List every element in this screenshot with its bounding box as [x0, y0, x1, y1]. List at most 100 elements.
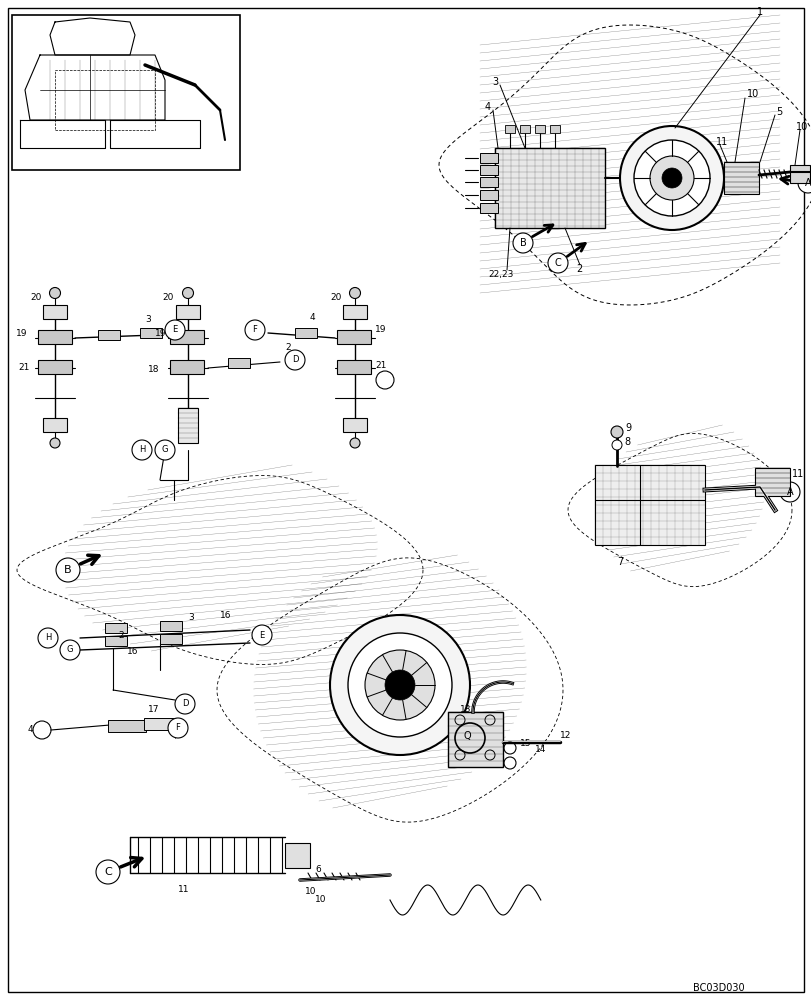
Text: 12: 12	[560, 730, 571, 739]
Text: 11: 11	[178, 886, 189, 894]
Text: G: G	[161, 446, 168, 454]
Bar	[98, 330, 120, 340]
Bar	[789, 165, 809, 183]
Bar	[754, 468, 789, 496]
Circle shape	[155, 440, 175, 460]
Text: D: D	[291, 356, 298, 364]
Bar	[549, 125, 560, 133]
Circle shape	[49, 288, 61, 298]
Text: 2: 2	[118, 630, 123, 640]
Text: BC03D030: BC03D030	[692, 983, 744, 993]
Text: 15: 15	[519, 739, 531, 748]
Bar	[723, 162, 758, 194]
Text: 10: 10	[305, 888, 316, 896]
Text: 2: 2	[285, 344, 290, 353]
Bar	[160, 634, 182, 644]
Circle shape	[365, 650, 435, 720]
Text: 3: 3	[145, 316, 151, 324]
Text: 20: 20	[30, 294, 41, 302]
Text: 10: 10	[795, 122, 807, 132]
Circle shape	[620, 126, 723, 230]
Circle shape	[245, 320, 264, 340]
Bar	[169, 330, 204, 344]
Circle shape	[56, 558, 80, 582]
Circle shape	[610, 426, 622, 438]
Text: 21: 21	[18, 363, 29, 372]
Bar	[285, 843, 310, 868]
Text: A: A	[786, 487, 792, 497]
Text: F: F	[175, 723, 180, 732]
Text: C: C	[554, 258, 560, 268]
Bar	[448, 712, 502, 767]
Text: D: D	[182, 700, 188, 708]
Bar	[534, 125, 544, 133]
Circle shape	[38, 628, 58, 648]
Text: 2: 2	[575, 264, 581, 274]
Bar	[105, 636, 127, 646]
Circle shape	[60, 640, 80, 660]
Text: Q: Q	[462, 731, 470, 741]
Text: 4: 4	[28, 725, 33, 734]
Text: 11: 11	[715, 137, 727, 147]
Bar	[176, 305, 200, 319]
Circle shape	[611, 440, 621, 450]
Bar	[479, 177, 497, 187]
Text: G: G	[67, 646, 73, 654]
Circle shape	[285, 350, 305, 370]
Text: 4: 4	[310, 314, 315, 322]
Text: E: E	[259, 630, 264, 640]
Circle shape	[251, 625, 272, 645]
Polygon shape	[50, 18, 135, 55]
Text: 8: 8	[623, 437, 629, 447]
Bar	[178, 408, 198, 443]
Bar	[144, 718, 176, 730]
Circle shape	[349, 288, 360, 298]
Text: 5: 5	[775, 107, 781, 117]
Polygon shape	[25, 55, 165, 120]
Text: B: B	[519, 238, 526, 248]
Circle shape	[513, 233, 532, 253]
Text: 19: 19	[155, 330, 166, 338]
Bar	[479, 153, 497, 163]
Text: 3: 3	[491, 77, 497, 87]
Bar	[479, 165, 497, 175]
Circle shape	[797, 173, 811, 193]
Text: 3: 3	[188, 613, 194, 622]
Text: B: B	[64, 565, 71, 575]
Bar	[479, 190, 497, 200]
Text: 19: 19	[375, 326, 386, 334]
Bar	[504, 125, 514, 133]
Text: 16: 16	[220, 610, 231, 619]
Circle shape	[168, 718, 188, 738]
Text: 9: 9	[624, 423, 630, 433]
Text: H: H	[139, 446, 145, 454]
Circle shape	[182, 288, 193, 298]
Bar	[55, 70, 155, 130]
Text: H: H	[45, 634, 51, 642]
Text: 13: 13	[460, 706, 471, 714]
Text: 7: 7	[616, 557, 623, 567]
Bar	[337, 360, 371, 374]
Bar	[105, 623, 127, 633]
Bar	[160, 621, 182, 631]
Text: C: C	[104, 867, 112, 877]
Text: 10: 10	[746, 89, 758, 99]
Text: 17: 17	[148, 706, 159, 714]
Circle shape	[633, 140, 709, 216]
Bar	[337, 330, 371, 344]
Circle shape	[350, 438, 359, 448]
Text: 16: 16	[127, 646, 139, 656]
Text: 20: 20	[329, 294, 341, 302]
Text: 22,23: 22,23	[487, 269, 513, 278]
Text: 1: 1	[756, 7, 762, 17]
Circle shape	[547, 253, 568, 273]
Bar	[108, 720, 146, 732]
Polygon shape	[20, 120, 105, 148]
Text: 21: 21	[375, 360, 386, 369]
Text: F: F	[252, 326, 257, 334]
Circle shape	[661, 168, 681, 188]
Circle shape	[50, 438, 60, 448]
Text: 6: 6	[315, 865, 320, 874]
Text: A: A	[804, 178, 810, 188]
Bar	[228, 358, 250, 368]
